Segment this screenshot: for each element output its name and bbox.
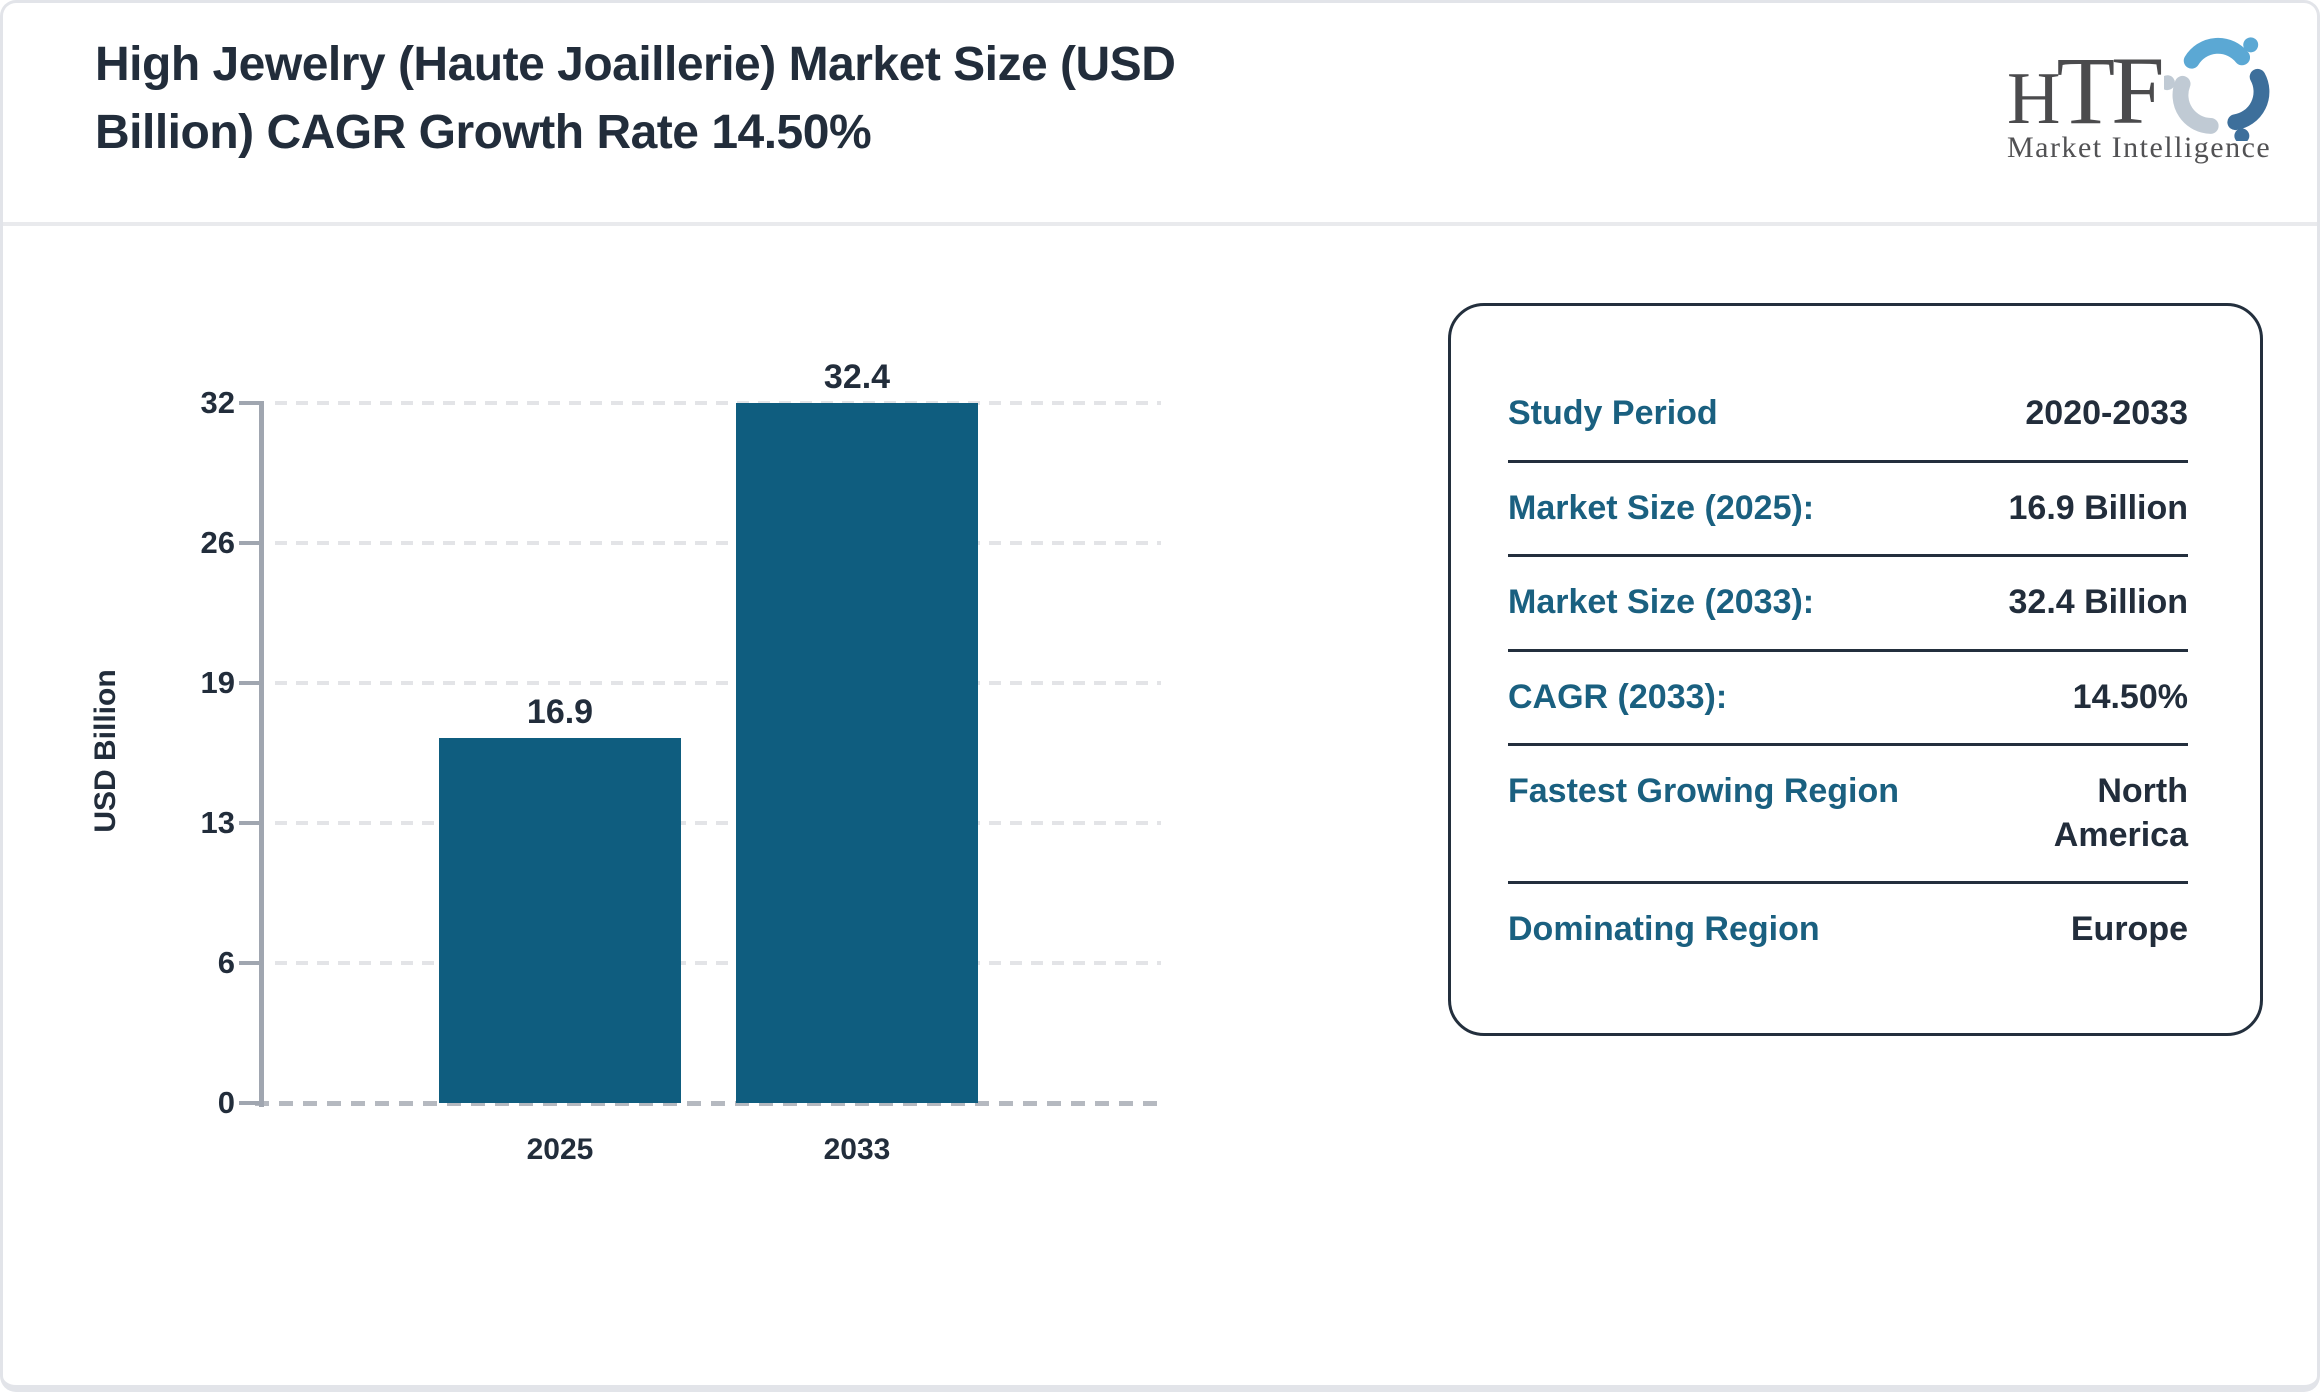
- info-label: Study Period: [1508, 394, 1718, 432]
- htf-logo: H T F: [2007, 29, 2287, 179]
- x-axis-line: [255, 1101, 1167, 1106]
- info-value: 2020-2033: [2025, 394, 2188, 432]
- y-axis-line: [259, 401, 264, 1107]
- logo-tagline: Market Intelligence: [2007, 131, 2272, 164]
- gridline-y19: [275, 681, 1161, 685]
- bar-2025: [439, 737, 681, 1103]
- header: High Jewelry (Haute Joaillerie) Market S…: [3, 3, 2317, 226]
- y-tick-label: 32: [200, 385, 235, 420]
- page-title-line2: Billion) CAGR Growth Rate 14.50%: [95, 106, 872, 160]
- x-tick-label-2033: 2033: [823, 1133, 891, 1166]
- gridline-y32: [275, 401, 1161, 405]
- y-tick-mark: [239, 401, 263, 405]
- info-label: CAGR (2033):: [1508, 677, 1728, 716]
- htf-swirl-icon: [2164, 37, 2270, 141]
- info-label: Dominating Region: [1508, 910, 1820, 949]
- info-value: Europe: [2070, 910, 2188, 949]
- logo-letter-h: H: [2007, 58, 2061, 140]
- page-title-line1: High Jewelry (Haute Joaillerie) Market S…: [95, 38, 1176, 91]
- y-tick-label: 26: [200, 525, 235, 560]
- y-tick-mark: [239, 821, 263, 825]
- y-tick-label: 6: [217, 945, 235, 980]
- y-tick-label: 19: [200, 665, 235, 700]
- info-value: North America: [2053, 772, 2188, 854]
- info-row-study-period: Study Period 2020-2033: [1508, 368, 2188, 463]
- logo-brand-text: H T F: [2007, 43, 2164, 139]
- info-value: 32.4 Billion: [2008, 583, 2189, 622]
- y-tick-mark: [239, 541, 263, 545]
- y-tick-mark: [239, 681, 263, 685]
- gridline-y13: [275, 821, 1161, 825]
- x-tick-label-2025: 2025: [526, 1133, 594, 1166]
- logo-letter-t: T: [2056, 37, 2116, 144]
- logo-top-row: H T F: [2007, 29, 2287, 141]
- info-row-fastest-growing-region: Fastest Growing Region North America: [1508, 746, 2188, 885]
- info-value: 16.9 Billion: [2008, 488, 2189, 527]
- info-row-cagr: CAGR (2033): 14.50%: [1508, 652, 2188, 747]
- bar-chart: USD Billion 0 6 13 19 26 32 16.9 2025 32.4 2033: [3, 3, 2317, 1385]
- y-tick-label: 0: [217, 1085, 235, 1120]
- info-row-dominating-region: Dominating Region Europe: [1508, 884, 2188, 976]
- gridline-y26: [275, 541, 1161, 545]
- info-row-market-size-2033: Market Size (2033): 32.4 Billion: [1508, 557, 2188, 652]
- y-tick-label: 13: [200, 805, 235, 840]
- page-title: High Jewelry (Haute Joaillerie) Market S…: [95, 31, 1176, 167]
- market-summary-panel: Study Period 2020-2033 Market Size (2025…: [1448, 303, 2263, 1036]
- y-axis-title: USD Billion: [89, 669, 122, 833]
- bar-2033: [736, 403, 978, 1103]
- logo-letter-f: F: [2111, 37, 2165, 144]
- info-label: Fastest Growing Region: [1508, 772, 1900, 811]
- info-label: Market Size (2025):: [1508, 488, 1815, 527]
- info-label: Market Size (2033):: [1508, 583, 1815, 622]
- bar-value-label-2025: 16.9: [526, 692, 594, 731]
- bar-value-label-2033: 32.4: [823, 358, 891, 396]
- y-tick-mark: [239, 961, 263, 965]
- info-value: 14.50%: [2072, 677, 2188, 716]
- gridline-y6: [275, 961, 1161, 965]
- y-tick-mark: [239, 1101, 263, 1105]
- info-row-market-size-2025: Market Size (2025): 16.9 Billion: [1508, 463, 2188, 558]
